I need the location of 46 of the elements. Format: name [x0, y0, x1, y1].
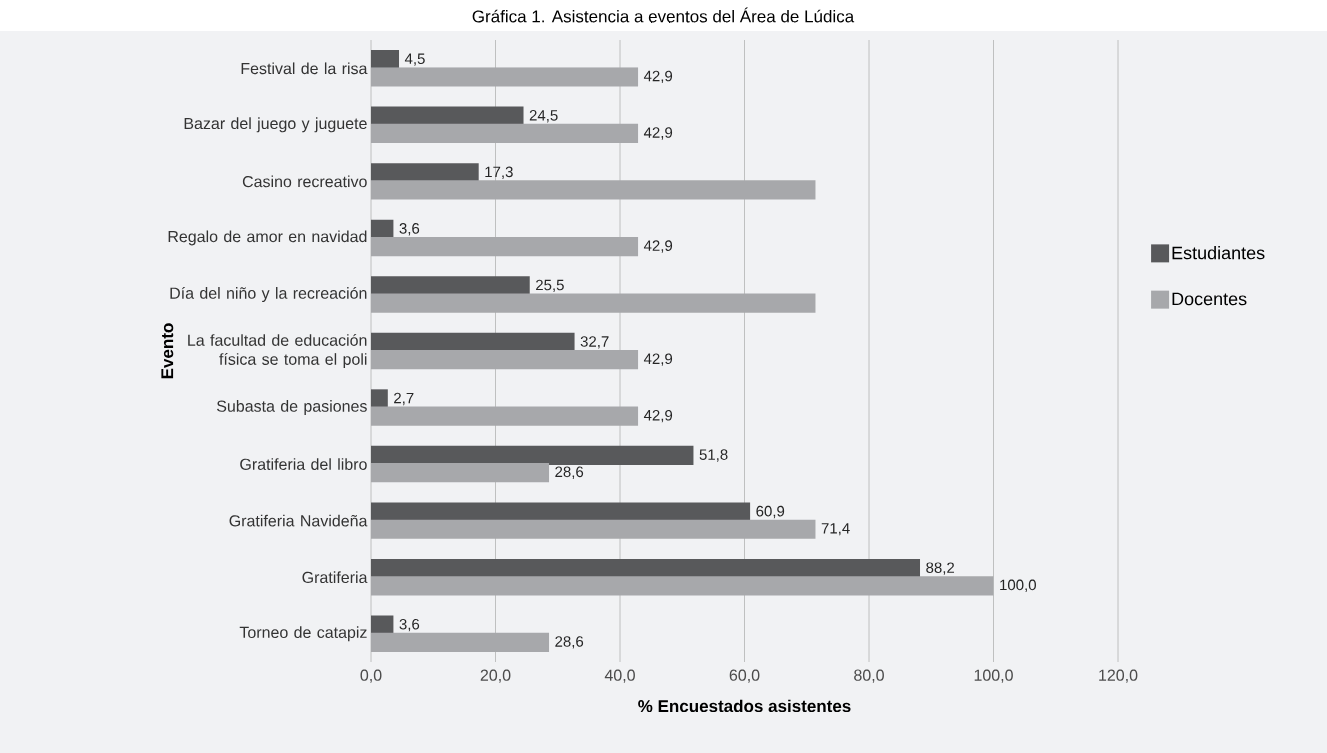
chart-title: Gráfica 1. Asistencia a eventos del Área de Lúdica [472, 7, 855, 23]
data-label: 42,9 [643, 70, 673, 84]
legend-label: Docentes [1172, 292, 1247, 306]
bar [371, 389, 388, 409]
y-tick-label: Regalo de amor en navidad [168, 230, 367, 246]
data-label: 42,9 [643, 240, 673, 253]
y-tick-label: Gratiferia [302, 571, 368, 584]
data-label: 3,6 [399, 223, 420, 236]
data-label: 25,5 [536, 279, 564, 293]
y-axis-title: Evento [161, 323, 174, 379]
y-tick-label: Gratiferia Navideña [229, 514, 368, 527]
data-label: 17,3 [485, 166, 513, 179]
y-tick-label: La facultad de educación física se toma el poli [188, 333, 367, 369]
data-label: 42,9 [643, 127, 673, 140]
data-label: 28,6 [555, 466, 584, 479]
x-tick-label: 0,0 [360, 669, 382, 683]
y-tick-label: Subasta de pasiones [216, 400, 367, 416]
data-label: 100,0 [1000, 579, 1036, 592]
data-label: 42,9 [643, 353, 673, 366]
bar [371, 502, 751, 522]
data-label: 42,9 [643, 409, 673, 423]
legend-label: Estudiantes [1172, 246, 1265, 260]
bar [371, 445, 694, 466]
x-tick-label: 100,0 [974, 669, 1013, 683]
x-axis-title: % Encuestados asistentes [638, 699, 851, 713]
y-tick-label: Día del niño y la recreación [170, 286, 367, 303]
y-tick-label: Torneo de catapiz [239, 626, 367, 642]
data-label: 32,7 [580, 336, 609, 349]
x-tick-label: 80,0 [854, 669, 884, 683]
x-tick-label: 20,0 [480, 669, 511, 683]
y-tick-label: Bazar del juego y juguete [184, 117, 367, 133]
x-tick-label: 60,0 [729, 669, 760, 683]
x-tick-label: 120,0 [1099, 669, 1138, 683]
y-tick-label: Casino recreativo [242, 175, 367, 188]
x-tick-label: 40,0 [604, 669, 635, 683]
data-label: 51,8 [699, 449, 728, 462]
data-label: 28,6 [555, 636, 584, 649]
data-label: 24,5 [529, 110, 558, 123]
data-label: 88,2 [926, 562, 955, 575]
y-tick-label: Gratiferia del libro [240, 458, 367, 470]
data-label: 71,4 [821, 523, 850, 536]
data-label: 4,5 [404, 53, 425, 66]
data-label: 2,7 [394, 392, 414, 406]
data-label: 60,9 [756, 505, 785, 519]
y-tick-label: Festival de la risa [241, 62, 368, 75]
data-label: 3,6 [399, 618, 420, 632]
